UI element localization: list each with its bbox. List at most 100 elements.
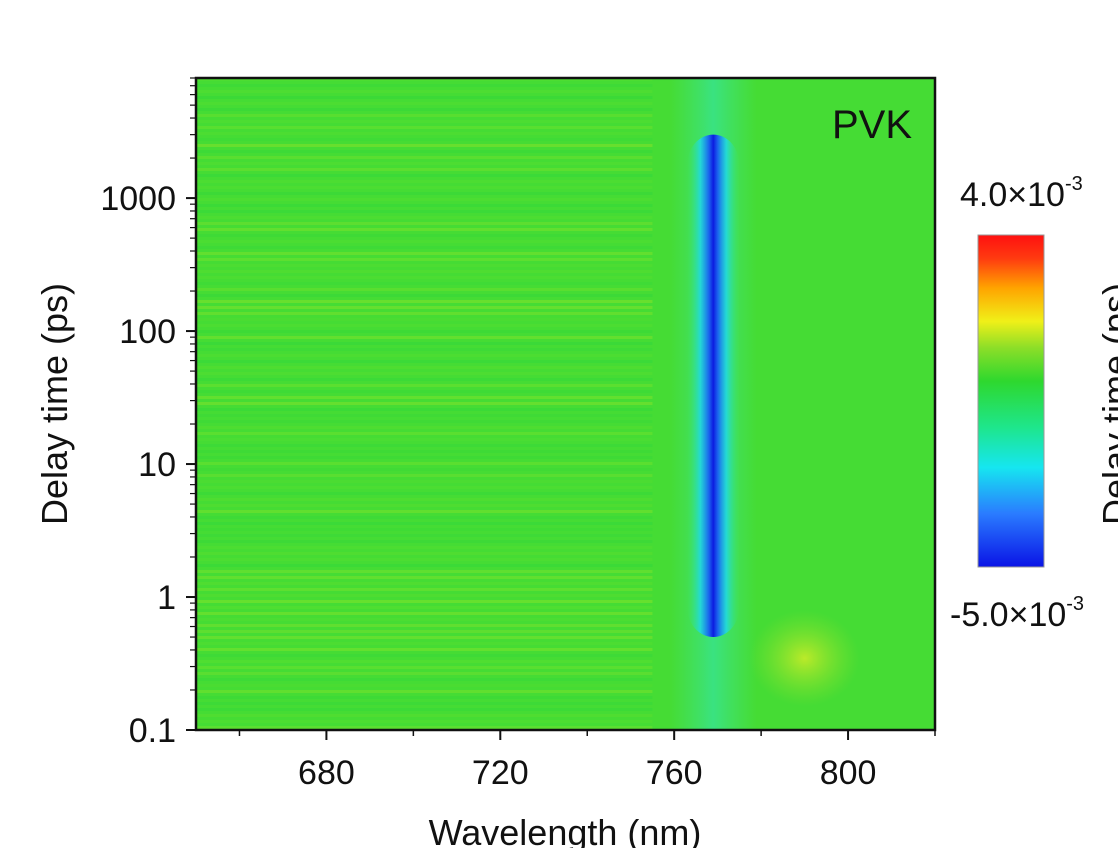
noise-stripe — [196, 516, 653, 519]
noise-stripe — [196, 264, 653, 267]
noise-stripe — [196, 468, 653, 471]
colorbar-max-exponent: -3 — [1065, 173, 1083, 195]
noise-stripe — [196, 324, 653, 327]
noise-stripe — [196, 126, 653, 129]
noise-stripe — [196, 654, 653, 657]
noise-stripe — [196, 594, 653, 597]
noise-stripe — [196, 540, 653, 543]
noise-stripe — [196, 378, 653, 381]
noise-stripe — [196, 570, 653, 573]
noise-stripe — [196, 90, 653, 93]
noise-stripe — [196, 552, 653, 555]
noise-stripe — [196, 234, 653, 237]
noise-stripe — [196, 630, 653, 633]
noise-stripe — [196, 450, 653, 453]
noise-stripe — [196, 372, 653, 375]
noise-stripe — [196, 84, 653, 87]
noise-stripe — [196, 456, 653, 459]
noise-stripe — [196, 258, 653, 261]
x-tick-label: 800 — [820, 754, 877, 792]
noise-stripe — [196, 588, 653, 591]
noise-stripe — [196, 330, 653, 333]
noise-stripe — [196, 582, 653, 585]
y-tick-label: 0.1 — [129, 712, 176, 750]
noise-stripe — [196, 558, 653, 561]
noise-stripe — [196, 492, 653, 495]
y-tick-label: 100 — [119, 313, 176, 351]
noise-stripe — [196, 474, 653, 477]
y-tick-label: 10 — [138, 446, 176, 484]
noise-stripe — [196, 576, 653, 579]
noise-stripe — [196, 228, 653, 231]
x-tick-label: 720 — [472, 754, 529, 792]
noise-stripe — [196, 216, 653, 219]
noise-stripe — [196, 624, 653, 627]
noise-stripe — [196, 366, 653, 369]
noise-stripe — [196, 498, 653, 501]
noise-stripe — [196, 288, 653, 291]
noise-stripe — [196, 174, 653, 177]
noise-stripe — [196, 252, 653, 255]
noise-stripe — [196, 396, 653, 399]
noise-stripe — [196, 426, 653, 429]
colorbar-max-label: 4.0×10-3 — [960, 173, 1083, 214]
noise-stripe — [196, 708, 653, 711]
y-tick-label: 1000 — [100, 180, 176, 218]
noise-stripe — [196, 336, 653, 339]
heatmap-noise-stripes — [196, 78, 653, 729]
noise-stripe — [196, 714, 653, 717]
noise-stripe — [196, 120, 653, 123]
right-y-axis-label: Delay time (ps) — [1095, 283, 1118, 525]
noise-stripe — [196, 636, 653, 639]
noise-stripe — [196, 198, 653, 201]
noise-stripe — [196, 672, 653, 675]
noise-stripe — [196, 162, 653, 165]
noise-stripe — [196, 282, 653, 285]
noise-stripe — [196, 546, 653, 549]
noise-stripe — [196, 678, 653, 681]
noise-stripe — [196, 156, 653, 159]
noise-stripe — [196, 306, 653, 309]
colorbar-min-label: -5.0×10-3 — [950, 593, 1084, 634]
noise-stripe — [196, 696, 653, 699]
noise-stripe — [196, 642, 653, 645]
noise-stripe — [196, 480, 653, 483]
heatmap-plot-area — [196, 78, 935, 730]
noise-stripe — [196, 180, 653, 183]
noise-stripe — [196, 222, 653, 225]
noise-stripe — [196, 648, 653, 651]
noise-stripe — [196, 360, 653, 363]
bleach-band — [687, 134, 740, 638]
noise-stripe — [196, 564, 653, 567]
noise-stripe — [196, 684, 653, 687]
noise-stripe — [196, 132, 653, 135]
noise-stripe — [196, 390, 653, 393]
noise-stripe — [196, 342, 653, 345]
noise-stripe — [196, 192, 653, 195]
noise-stripe — [196, 354, 653, 357]
y-axis-label: Delay time (ps) — [34, 283, 75, 525]
noise-stripe — [196, 78, 653, 81]
noise-stripe — [196, 726, 653, 729]
noise-stripe — [196, 312, 653, 315]
panel-label: PVK — [832, 103, 912, 147]
noise-stripe — [196, 138, 653, 141]
noise-stripe — [196, 384, 653, 387]
noise-stripe — [196, 702, 653, 705]
plot-frame — [194, 76, 937, 732]
noise-stripe — [196, 534, 653, 537]
y-axis: 0.1 1 10 100 1000 — [100, 77, 196, 750]
noise-stripe — [196, 246, 653, 249]
noise-stripe — [196, 96, 653, 99]
induced-absorption-spot — [749, 610, 860, 707]
noise-stripe — [196, 414, 653, 417]
noise-stripe — [196, 504, 653, 507]
noise-stripe — [196, 348, 653, 351]
noise-stripe — [196, 204, 653, 207]
noise-stripe — [196, 270, 653, 273]
colorbar-max-mantissa: 4.0×10 — [960, 176, 1065, 214]
noise-stripe — [196, 144, 653, 147]
noise-stripe — [196, 606, 653, 609]
x-tick-label: 760 — [646, 754, 703, 792]
noise-stripe — [196, 318, 653, 321]
